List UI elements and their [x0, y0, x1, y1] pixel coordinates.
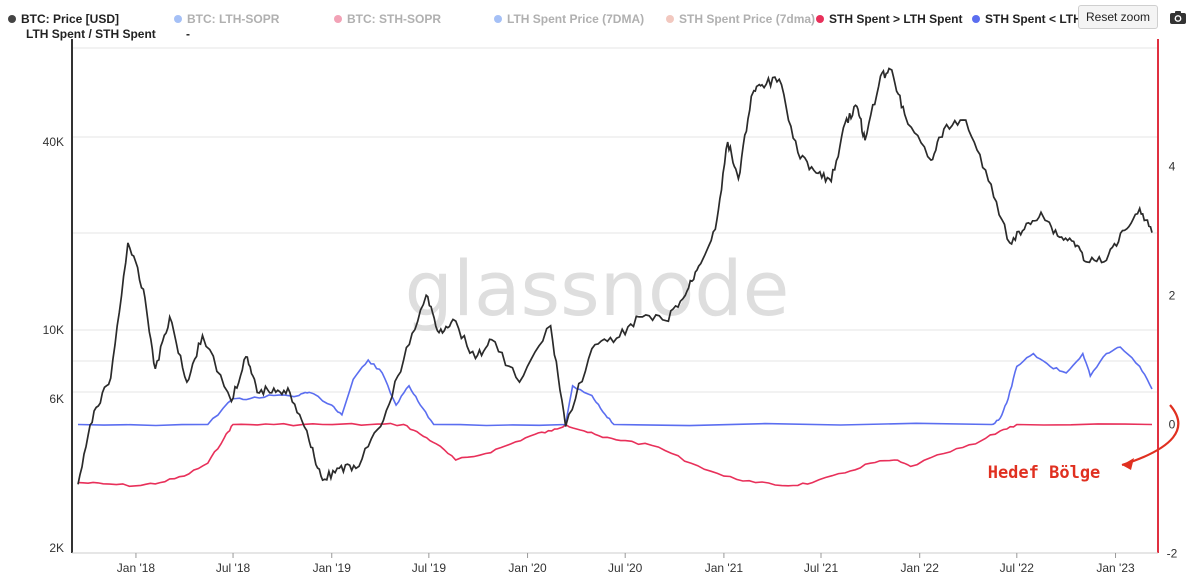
legend-item-6[interactable]: STH Spent > LTH Spent: [816, 12, 962, 26]
right-axis-ticks: -2 0 2 4: [1167, 160, 1178, 561]
x-tick-label: Jul '20: [608, 561, 643, 575]
y-right-tick-label: -2: [1167, 547, 1178, 561]
x-tick-label: Jul '18: [216, 561, 251, 575]
annotation-label: Hedef Bölge: [988, 463, 1101, 483]
x-tick-label: Jan '23: [1096, 561, 1135, 575]
reset-zoom-button[interactable]: Reset zoom: [1078, 5, 1158, 29]
annotation-arrowhead: [1122, 458, 1134, 470]
legend-subtitle: LTH Spent / STH Spent: [26, 27, 156, 41]
x-tick-label: Jan '22: [901, 561, 940, 575]
y-right-tick-label: 0: [1169, 418, 1176, 432]
x-tick-label: Jan '21: [705, 561, 744, 575]
x-tick-label: Jul '21: [804, 561, 839, 575]
left-axis-ticks: 2K 6K 10K 40K: [43, 135, 64, 555]
x-tick-label: Jan '18: [117, 561, 156, 575]
x-tick-label: Jan '19: [313, 561, 352, 575]
legend-label: LTH Spent Price (7DMA): [507, 12, 645, 26]
y-right-tick-label: 2: [1169, 289, 1176, 303]
legend-label: STH Spent > LTH Spent: [829, 12, 963, 26]
annotation: Hedef Bölge: [988, 404, 1180, 483]
legend-dot-icon: [8, 15, 16, 23]
camera-icon[interactable]: [1166, 6, 1190, 28]
watermark: glassnode: [405, 244, 790, 333]
x-tick-label: Jul '22: [1000, 561, 1035, 575]
annotation-arrow: [1121, 404, 1180, 467]
series-sth-gt-lth: [77, 422, 1153, 488]
legend-item-3[interactable]: BTC: STH-SOPR: [334, 12, 441, 26]
legend-label: STH Spent Price (7dma): [679, 12, 816, 26]
series-btc-price: [77, 67, 1153, 485]
y-left-tick-label: 6K: [49, 392, 64, 406]
legend-dot-icon: [174, 15, 182, 23]
x-axis-ticks: Jan '18 Jul '18 Jan '19 Jul '19 Jan '20 Jul '…: [117, 553, 1135, 575]
series-layer: [77, 67, 1153, 488]
legend-label: BTC: Price [USD]: [21, 12, 120, 26]
legend-dot-icon: [816, 15, 824, 23]
legend-item-2[interactable]: BTC: LTH-SOPR: [174, 12, 279, 26]
x-tick-label: Jul '19: [412, 561, 447, 575]
y-left-tick-label: 2K: [49, 541, 64, 555]
legend-label: BTC: LTH-SOPR: [187, 12, 280, 26]
y-left-tick-label: 10K: [43, 323, 64, 337]
x-tick-label: Jan '20: [508, 561, 547, 575]
y-left-tick-label: 40K: [43, 135, 64, 149]
legend-dot-icon: [972, 15, 980, 23]
legend-dot-icon: [494, 15, 502, 23]
legend-subtitle-value: -: [186, 27, 190, 41]
legend-dot-icon: [666, 15, 674, 23]
legend-item-1[interactable]: BTC: Price [USD]: [8, 12, 119, 26]
legend-label: BTC: STH-SOPR: [347, 12, 441, 26]
legend-item-4[interactable]: LTH Spent Price (7DMA): [494, 12, 644, 26]
series-sth-lt-lth: [77, 346, 1153, 427]
legend-dot-icon: [334, 15, 342, 23]
legend-item-5[interactable]: STH Spent Price (7dma): [666, 12, 815, 26]
y-right-tick-label: 4: [1169, 160, 1176, 174]
